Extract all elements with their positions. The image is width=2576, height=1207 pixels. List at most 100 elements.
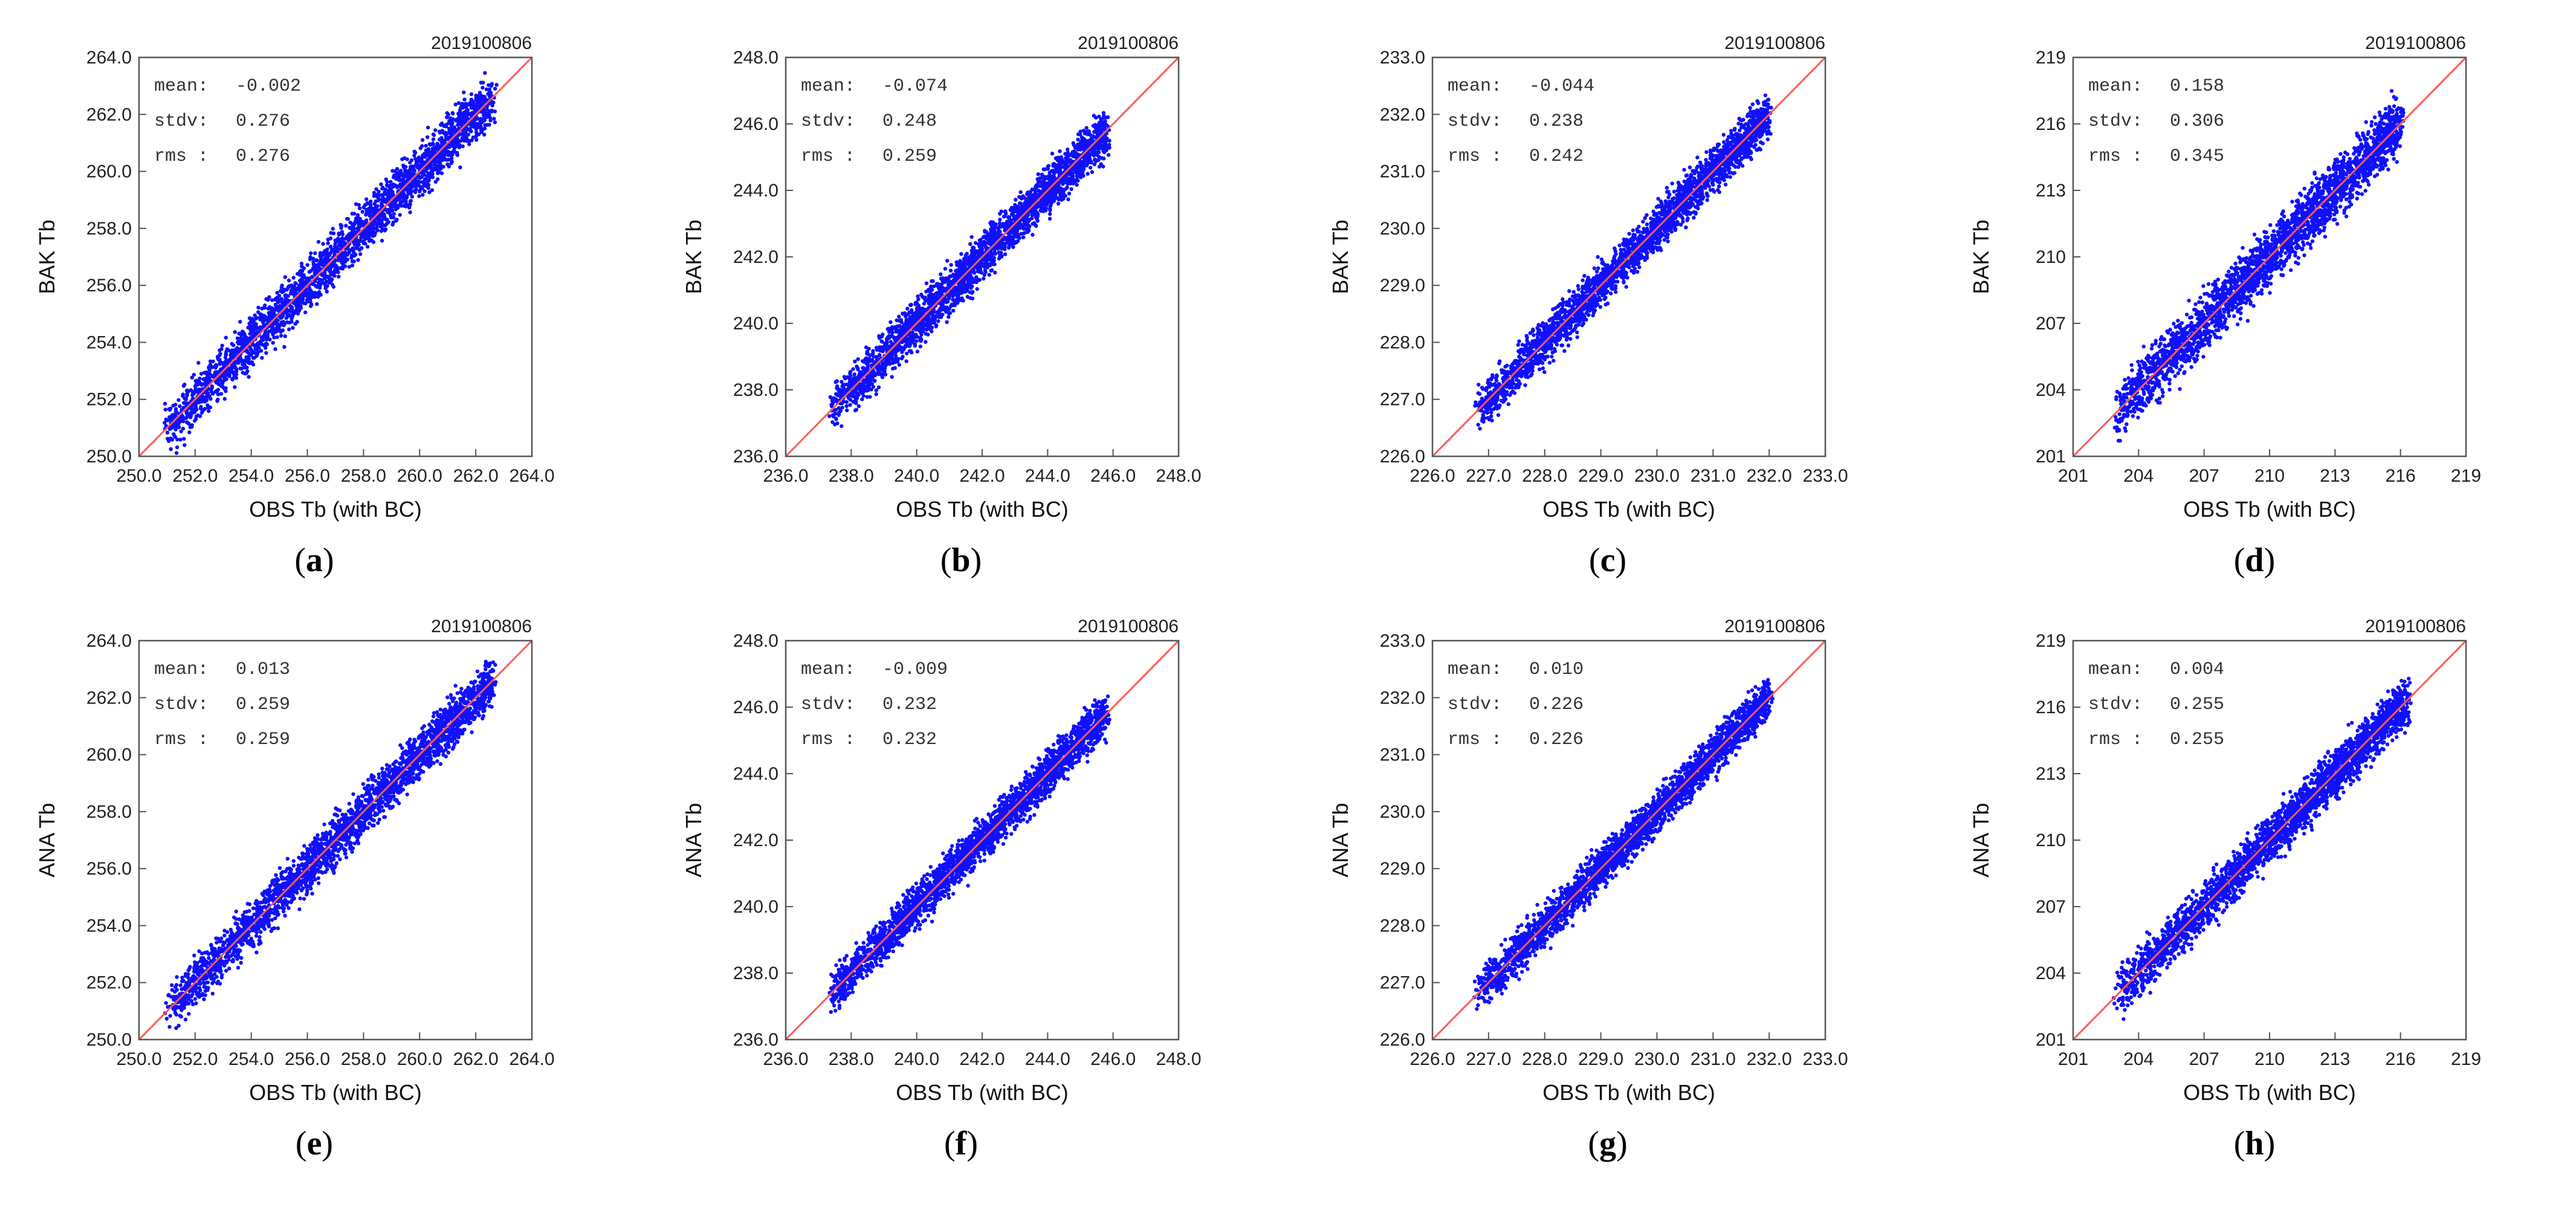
scatter-point <box>987 273 991 277</box>
scatter-point <box>430 141 435 146</box>
scatter-point <box>1075 183 1079 187</box>
scatter-point <box>1095 146 1099 150</box>
scatter-point <box>251 356 256 360</box>
scatter-point <box>482 95 487 99</box>
scatter-point <box>228 370 233 374</box>
scatter-point <box>1011 245 1015 249</box>
scatter-point <box>910 330 914 334</box>
scatter-point <box>999 224 1003 229</box>
scatter-point <box>948 268 953 273</box>
scatter-point <box>329 231 333 235</box>
scatter-point <box>876 367 880 372</box>
scatter-point <box>410 195 414 199</box>
scatter-point <box>226 372 230 377</box>
scatter-point <box>490 103 494 108</box>
scatter-point <box>390 222 395 227</box>
scatter-point <box>312 292 316 297</box>
scatter-point <box>386 220 390 224</box>
scatter-point <box>1081 128 1086 133</box>
scatter-point <box>404 169 408 173</box>
scatter-point <box>1021 235 1026 239</box>
scatter-point <box>379 182 383 186</box>
scatter-point <box>964 275 969 280</box>
scatter-point <box>409 199 413 203</box>
scatter-point <box>286 284 291 288</box>
scatter-point <box>261 315 265 320</box>
scatter-point <box>224 389 228 393</box>
scatter-point <box>416 160 420 164</box>
scatter-point <box>469 106 474 110</box>
scatter-point <box>364 218 369 222</box>
scatter-point <box>328 236 333 241</box>
scatter-point <box>247 375 251 379</box>
scatter-point <box>1015 239 1020 243</box>
scatter-point <box>336 236 340 241</box>
scatter-point <box>840 384 844 389</box>
scatter-point <box>462 134 467 138</box>
scatter-point <box>485 108 490 112</box>
scatter-point <box>181 406 186 410</box>
scatter-point <box>458 143 462 147</box>
scatter-point <box>410 167 415 172</box>
scatter-point <box>283 310 288 314</box>
scatter-point <box>1052 187 1056 192</box>
scatter-point <box>219 347 224 351</box>
scatter-point <box>169 426 173 430</box>
scatter-point <box>222 396 227 401</box>
scatter-point <box>163 407 167 412</box>
scatter-point <box>853 378 857 383</box>
y-axis-label: BAK Tb <box>34 219 59 294</box>
scatter-point <box>352 212 357 216</box>
stat-key-stdv: stdv: <box>154 111 209 132</box>
scatter-point <box>357 248 361 252</box>
scatter-point <box>205 406 210 410</box>
scatter-point <box>205 390 209 395</box>
scatter-point <box>1066 197 1070 201</box>
scatter-point <box>905 306 910 311</box>
scatter-point <box>224 358 228 363</box>
scatter-point <box>851 367 855 371</box>
scatter-point <box>278 289 283 293</box>
scatter-point <box>183 443 187 447</box>
scatter-point <box>184 403 189 407</box>
scatter-point <box>264 330 268 334</box>
scatter-point <box>339 238 343 242</box>
scatter-point <box>176 425 181 430</box>
scatter-point <box>992 247 997 251</box>
scatter-point <box>482 114 487 118</box>
scatter-point <box>956 276 960 280</box>
scatter-point <box>251 343 256 348</box>
scatter-point <box>233 351 237 356</box>
scatter-point <box>247 361 251 365</box>
scatter-point <box>285 320 290 325</box>
scatter-point <box>361 220 366 224</box>
scatter-point <box>383 187 387 192</box>
scatter-point <box>459 106 463 110</box>
scatter-point <box>871 384 876 389</box>
scatter-point <box>375 221 379 225</box>
scatter-point <box>295 306 299 311</box>
scatter-point <box>1066 154 1070 158</box>
scatter-point <box>178 438 183 442</box>
scatter-point <box>407 191 411 196</box>
scatter-point <box>410 164 415 169</box>
scatter-point <box>187 430 192 435</box>
scatter-point <box>299 273 303 277</box>
scatter-point <box>173 427 178 432</box>
scatter-point <box>426 183 431 187</box>
scatter-point <box>943 267 948 271</box>
scatter-point <box>1047 170 1052 175</box>
scatter-point <box>413 187 418 192</box>
scatter-point <box>998 218 1002 222</box>
scatter-point <box>185 391 189 396</box>
scatter-point <box>870 381 874 386</box>
scatter-point <box>270 298 274 302</box>
scatter-point <box>409 189 413 193</box>
scatter-point <box>1034 204 1039 208</box>
scatter-point <box>322 271 327 276</box>
scatter-point <box>331 282 335 287</box>
scatter-point <box>279 297 283 301</box>
scatter-point <box>367 230 372 234</box>
scatter-point <box>429 170 434 175</box>
scatter-point <box>1090 140 1094 144</box>
